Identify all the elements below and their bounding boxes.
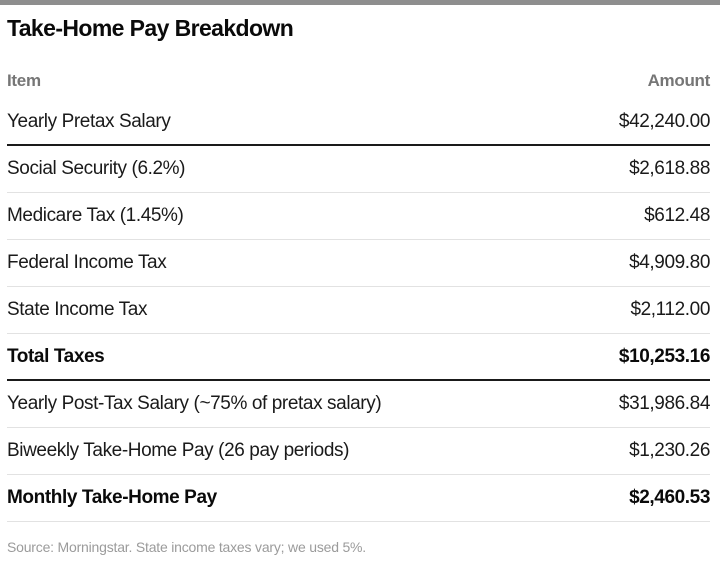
table-row: State Income Tax $2,112.00 (7, 287, 710, 334)
table-header-row: Item Amount (7, 71, 710, 91)
table-row: Yearly Post-Tax Salary (~75% of pretax s… (7, 381, 710, 428)
row-item-label: Social Security (6.2%) (7, 158, 186, 179)
row-item-label: Yearly Pretax Salary (7, 110, 171, 132)
row-item-label: Biweekly Take-Home Pay (26 pay periods) (7, 440, 350, 461)
column-header-item: Item (7, 71, 41, 90)
row-item-label: State Income Tax (7, 299, 148, 320)
row-amount-value: $1,230.26 (629, 440, 710, 461)
row-amount-value: $31,986.84 (618, 393, 710, 414)
row-amount-value: $4,909.80 (629, 252, 710, 273)
table-body: Yearly Pretax Salary $42,240.00 Social S… (7, 99, 710, 522)
row-item-label: Yearly Post-Tax Salary (~75% of pretax s… (7, 393, 382, 414)
row-amount-value: $2,618.88 (629, 158, 710, 179)
row-amount-value: $2,460.53 (629, 487, 710, 508)
page-title: Take-Home Pay Breakdown (7, 15, 294, 41)
row-item-label: Federal Income Tax (7, 252, 167, 273)
table-row: Biweekly Take-Home Pay (26 pay periods) … (7, 428, 710, 475)
column-header-amount: Amount (647, 71, 711, 90)
table-row: Medicare Tax (1.45%) $612.48 (7, 193, 710, 240)
table-row: Yearly Pretax Salary $42,240.00 (7, 99, 710, 146)
table-row-monthly-take-home-pay: Monthly Take-Home Pay $2,460.53 (7, 475, 710, 522)
source-note: Source: Morningstar. State income taxes … (7, 539, 366, 555)
row-item-label: Medicare Tax (1.45%) (7, 205, 184, 226)
table-row-total-taxes: Total Taxes $10,253.16 (7, 334, 710, 381)
row-item-label: Total Taxes (7, 345, 105, 367)
row-amount-value: $10,253.16 (618, 345, 710, 367)
row-item-label: Monthly Take-Home Pay (7, 487, 217, 508)
row-amount-value: $612.48 (644, 205, 710, 226)
table-row: Federal Income Tax $4,909.80 (7, 240, 710, 287)
row-amount-value: $42,240.00 (618, 110, 710, 132)
row-amount-value: $2,112.00 (630, 299, 710, 320)
table-row: Social Security (6.2%) $2,618.88 (7, 146, 710, 193)
top-accent-bar (0, 0, 720, 5)
